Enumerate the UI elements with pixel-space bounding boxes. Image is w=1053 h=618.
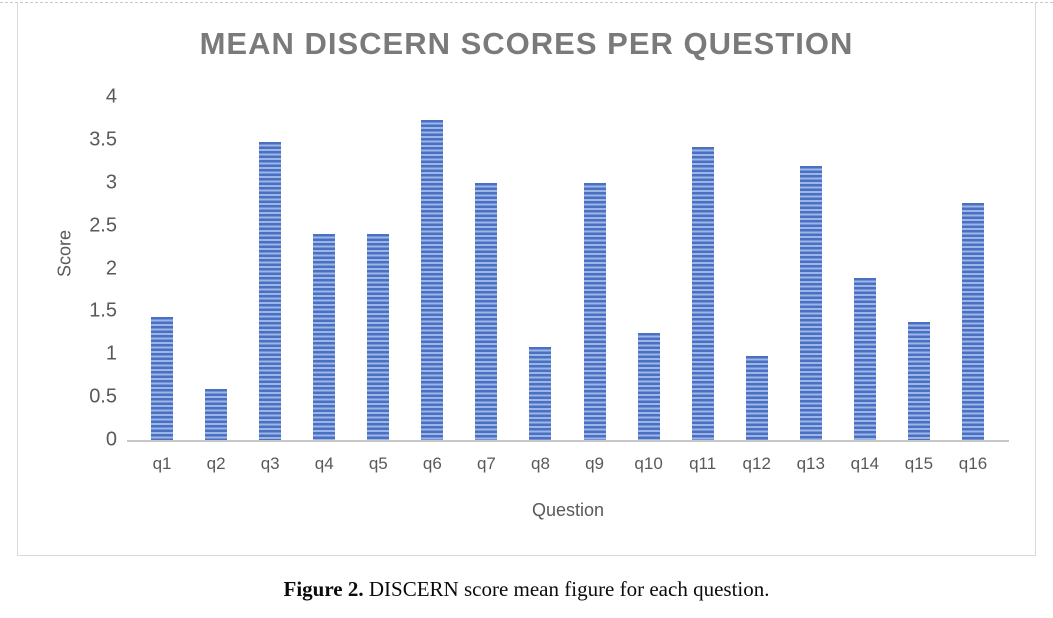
bar-q15 — [907, 321, 930, 440]
x-tick-label-q12: q12 — [742, 454, 771, 473]
bar-q8 — [529, 347, 552, 440]
x-tick-label-q9: q9 — [585, 454, 604, 473]
bar-slot — [513, 97, 567, 440]
bar-q4 — [313, 234, 336, 440]
bar-q1 — [151, 317, 174, 440]
bar-slot — [784, 97, 838, 440]
chart-title: MEAN DISCERN SCORES PER QUESTION — [199, 26, 854, 61]
y-axis-tick-labels: 0 0.5 1 1.5 2 2.5 3 3.5 4 — [57, 86, 117, 451]
y-tick-label-3.5: 3.5 — [89, 128, 117, 151]
bar-q9 — [583, 182, 606, 440]
x-tick-label-q14: q14 — [850, 454, 880, 473]
bar-q13 — [799, 165, 822, 440]
figure-caption: Figure 2. DISCERN score mean figure for … — [0, 577, 1053, 602]
y-tick-label-1.5: 1.5 — [89, 299, 117, 322]
bar-slot — [892, 97, 946, 440]
bar-q12 — [745, 355, 768, 440]
bar-q10 — [637, 332, 660, 440]
bar-slot — [946, 97, 1000, 440]
x-tick-label-q16: q16 — [958, 454, 988, 473]
page-top-dashed-border — [0, 2, 1053, 3]
x-tick-label-q2: q2 — [206, 454, 226, 473]
x-tick-label-q8: q8 — [531, 454, 550, 473]
x-tick-label-q13: q13 — [796, 454, 825, 473]
x-tick-label-q10: q10 — [634, 454, 663, 473]
x-tick-label-q15: q15 — [904, 454, 934, 473]
y-tick-label-2: 2 — [105, 257, 117, 279]
bar-slot — [405, 97, 459, 440]
bar-q3 — [259, 142, 282, 440]
bar-q2 — [205, 389, 228, 440]
y-tick-label-3: 3 — [105, 171, 117, 194]
y-tick-label-2.5: 2.5 — [89, 214, 117, 237]
figure-caption-text: DISCERN score mean figure for each quest… — [368, 577, 770, 601]
bar-slot — [243, 97, 297, 440]
figure-caption-label: Figure 2. — [283, 577, 364, 601]
bar-slot — [568, 97, 622, 440]
y-tick-label-0.5: 0.5 — [89, 385, 117, 408]
y-tick-label-4: 4 — [105, 85, 117, 108]
x-axis-tick-labels: q1 q2 q3 q4 q5 q6 q7 q8 q9 q10 q11 q12 q13 q14 q15 q16 — [127, 454, 1009, 474]
bar-slot — [459, 97, 513, 440]
bar-slot — [622, 97, 676, 440]
bar-slot — [730, 97, 784, 440]
bar-q11 — [691, 146, 714, 440]
x-tick-label-q7: q7 — [476, 454, 496, 473]
y-tick-label-1: 1 — [105, 342, 117, 365]
x-tick-label-q11: q11 — [689, 454, 717, 473]
bar-slot — [297, 97, 351, 440]
bar-slot — [676, 97, 730, 440]
x-axis-title: Question — [531, 500, 605, 520]
bar-slot — [189, 97, 243, 440]
bar-q14 — [853, 277, 876, 440]
x-tick-label-q4: q4 — [314, 454, 334, 473]
bar-q5 — [367, 234, 390, 440]
x-tick-label-q5: q5 — [368, 454, 388, 473]
bar-slot — [838, 97, 892, 440]
bar-slot — [135, 97, 189, 440]
bar-q6 — [421, 120, 444, 440]
chart-container: MEAN DISCERN SCORES PER QUESTION Score 0… — [17, 3, 1036, 556]
plot-area: 0 0.5 1 1.5 2 2.5 3 3.5 4 q1 q2 q3 q4 q5 q6 q7 q8 q9 q10 q… — [89, 86, 1009, 520]
bar-series — [127, 97, 1009, 440]
x-tick-label-q3: q3 — [260, 454, 280, 473]
bar-q7 — [475, 182, 498, 440]
bar-q16 — [961, 203, 984, 440]
x-tick-label-q1: q1 — [152, 454, 172, 473]
y-tick-label-0: 0 — [105, 428, 117, 451]
bar-slot — [351, 97, 405, 440]
x-tick-label-q6: q6 — [422, 454, 442, 473]
